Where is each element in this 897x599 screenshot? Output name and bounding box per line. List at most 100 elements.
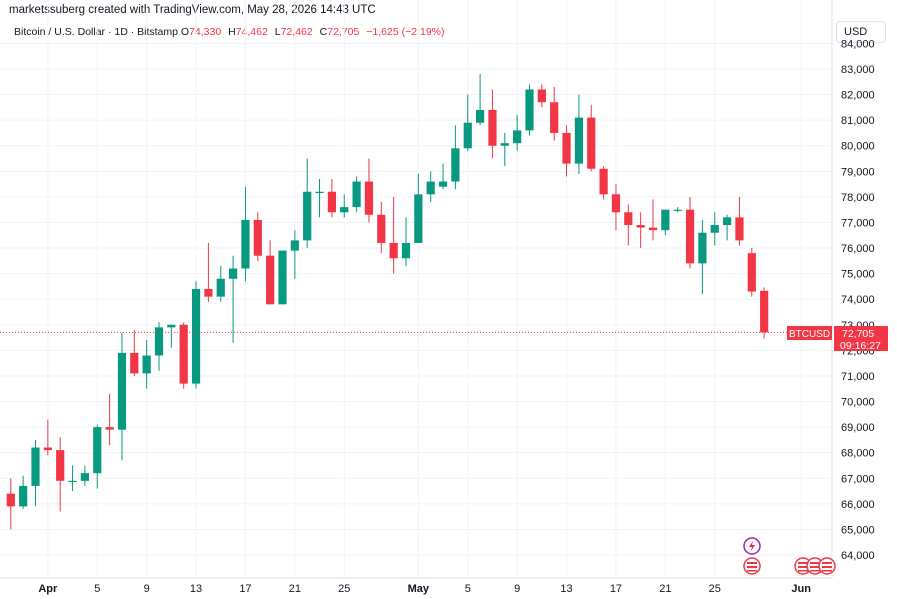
price-tag-countdown: 09:16:27 [840,340,881,352]
candle-body [19,485,28,507]
y-tick-label: 82,000 [841,90,875,102]
candle-body [253,219,262,256]
candle-body [624,212,633,226]
candle-body [352,181,361,208]
candle-body [685,209,695,264]
us-flag-event-icon[interactable] [743,557,761,575]
price-tag-value-box [834,326,888,351]
candle-body [426,181,435,195]
x-tick-label: 21 [659,583,671,595]
y-tick-label: 71,000 [841,371,875,383]
x-tick-label: 17 [610,583,622,595]
candle-body [636,225,645,228]
candle-body [327,191,336,213]
candle-body [747,253,756,292]
candle-body [414,194,423,243]
x-tick-label: 13 [560,583,572,595]
y-tick-label: 67,000 [841,473,875,485]
event-markers[interactable] [743,537,836,575]
candle-body [488,109,497,146]
y-tick-label: 65,000 [841,524,875,536]
legend-open-label: O [180,26,190,38]
y-tick-label: 64,000 [841,550,875,562]
candle-body [266,255,275,305]
candle-body [735,217,744,241]
chart-grid [0,0,832,578]
y-tick-label: 77,000 [841,217,875,229]
legend-symbol: Bitcoin / U.S. Dollar · 1D · Bitstamp [14,26,178,38]
chart-attribution: marketssuberg created with TradingView.c… [9,4,376,16]
last-price-tag: BTCUSD 72,705 09:16:27 [787,326,888,352]
currency-selector-button[interactable]: USD [836,21,886,43]
symbol-legend: Bitcoin / U.S. Dollar · 1D · Bitstamp O 7… [14,26,449,38]
y-tick-label: 74,000 [841,294,875,306]
candle-body [130,352,139,374]
legend-high-label: H [228,26,236,38]
x-tick-label: 9 [144,583,150,595]
candle-body [463,122,472,149]
candle-body [698,232,707,264]
candle-body [93,427,102,474]
price-tag-price: 72,705 [842,328,874,340]
legend-close-value: 72,705 [327,26,360,38]
price-tag-symbol: BTCUSD [789,329,830,340]
candle-body [204,288,213,297]
x-tick-label: 9 [514,583,520,595]
candle-body [550,102,559,133]
y-tick-label: 68,000 [841,448,875,460]
time-axis[interactable]: Apr 5 9 13 17 21 25 May 5 9 13 17 21 25 Jun [38,583,811,595]
candle-body [648,227,658,231]
candle-body [68,480,77,483]
y-tick-label: 84,000 [841,38,875,50]
x-tick-label: Apr [38,583,58,595]
candle-body [760,290,769,333]
candle-body [525,89,534,131]
legend-close-label: C [319,26,328,38]
y-tick-label: 83,000 [841,64,875,76]
candle-body [6,493,15,507]
x-tick-label: 25 [338,583,350,595]
x-tick-label: 13 [190,583,202,595]
candle-body [401,242,411,259]
candle-body [105,427,114,430]
candle-body [216,278,225,297]
lightning-event-icon[interactable] [743,537,761,555]
candle-body [241,219,250,269]
candle-body [303,191,312,241]
candle-body [290,240,299,251]
candle-body [43,447,52,451]
x-tick-label: 21 [289,583,301,595]
x-tick-label: 25 [709,583,721,595]
candle-body [142,355,151,374]
candle-body [377,214,386,243]
candle-body [537,89,546,103]
candle-body [710,225,719,233]
candle-body [513,130,522,144]
y-tick-label: 75,000 [841,269,875,281]
legend-low-value: 72,462 [280,26,313,38]
x-tick-label: Jun [791,583,811,595]
y-tick-label: 66,000 [841,499,875,511]
candle-body [476,109,485,123]
y-tick-label: 70,000 [841,397,875,409]
candle-body [562,132,571,164]
candle-body [438,181,448,187]
y-tick-label: 80,000 [841,141,875,153]
price-tag-symbol-box [787,326,832,340]
y-tick-label: 69,000 [841,422,875,434]
x-tick-label: 5 [94,583,100,595]
candle-body [500,143,509,146]
y-tick-label: 78,000 [841,192,875,204]
candle-body [167,324,176,328]
y-tick-label: 79,000 [841,166,875,178]
candle-body [179,324,188,384]
legend-low-label: L [274,26,281,38]
price-axis[interactable]: 64,000 65,000 66,000 67,000 68,000 69,000 70,0… [841,38,875,562]
candle-body [278,250,287,305]
candle-body [340,207,349,213]
us-flag-event-icon[interactable] [818,557,836,575]
candle-body [117,352,127,430]
candle-body [229,268,238,279]
candle-body [574,117,583,164]
